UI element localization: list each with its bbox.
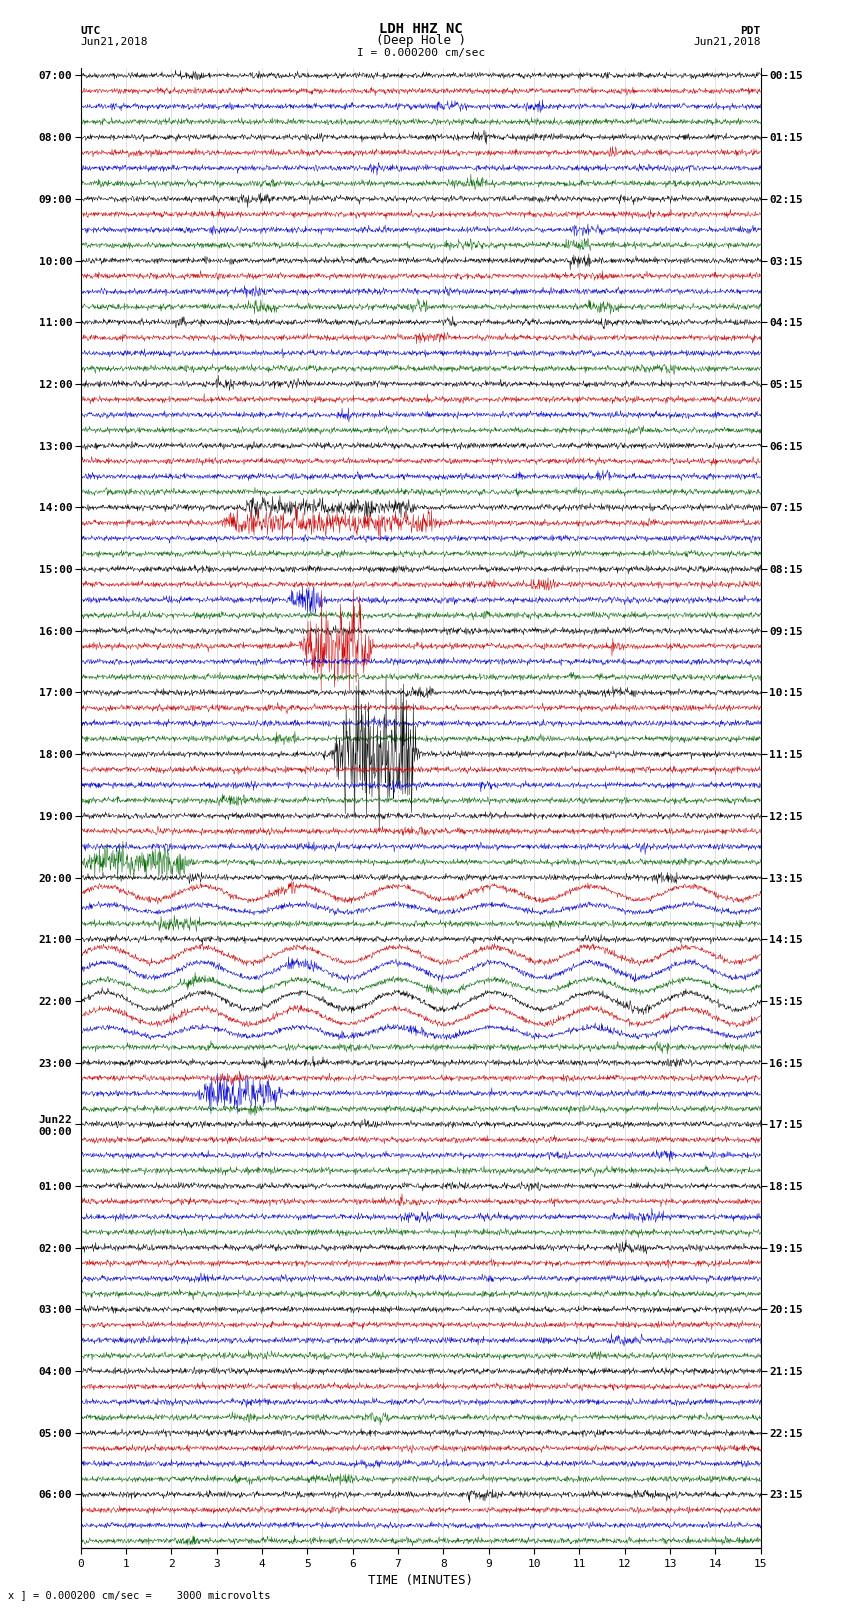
Text: Jun21,2018: Jun21,2018 bbox=[81, 37, 148, 47]
Text: Jun21,2018: Jun21,2018 bbox=[694, 37, 761, 47]
Text: (Deep Hole ): (Deep Hole ) bbox=[376, 34, 466, 47]
Text: UTC: UTC bbox=[81, 26, 101, 37]
Text: LDH HHZ NC: LDH HHZ NC bbox=[379, 23, 462, 37]
Text: PDT: PDT bbox=[740, 26, 761, 37]
Text: x ] = 0.000200 cm/sec =    3000 microvolts: x ] = 0.000200 cm/sec = 3000 microvolts bbox=[8, 1590, 271, 1600]
X-axis label: TIME (MINUTES): TIME (MINUTES) bbox=[368, 1574, 473, 1587]
Text: I = 0.000200 cm/sec: I = 0.000200 cm/sec bbox=[357, 48, 484, 58]
